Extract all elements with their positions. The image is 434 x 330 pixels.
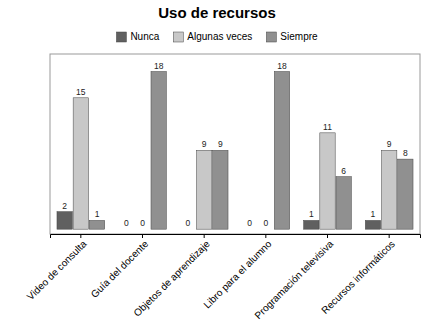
bar — [398, 159, 413, 229]
x-tick-mark — [389, 234, 390, 238]
legend: Nunca Algunas veces Siempre — [116, 31, 318, 42]
data-label: 9 — [218, 139, 223, 149]
bar — [151, 72, 166, 230]
x-tick: Libro para el alumno — [201, 234, 274, 310]
bar — [320, 133, 335, 229]
bar — [381, 150, 396, 229]
x-tick-mark — [142, 234, 143, 238]
x-tick-mark — [204, 234, 205, 238]
plot: 2000111509011911891868Video de consultaG… — [25, 54, 421, 321]
data-label: 0 — [140, 218, 145, 228]
legend-swatch — [266, 32, 276, 42]
x-tick-label: Guía del docente — [89, 238, 151, 300]
x-tick-mark — [80, 234, 81, 238]
bar — [196, 150, 211, 229]
data-label: 18 — [154, 61, 164, 71]
bar — [274, 72, 289, 230]
x-tick: Objetos de aprendizaje — [131, 234, 212, 319]
data-label: 18 — [277, 61, 287, 71]
x-axis-line — [51, 235, 421, 239]
x-tick-mark — [327, 234, 328, 238]
x-tick-label: Objetos de aprendizaje — [131, 238, 212, 319]
data-label: 1 — [95, 209, 100, 219]
legend-label: Algunas veces — [187, 31, 252, 42]
data-label: 0 — [263, 218, 268, 228]
x-tick-label: Libro para el alumno — [201, 238, 274, 311]
bar — [89, 220, 104, 229]
bar — [180, 229, 195, 230]
x-tick: Video de consulta — [25, 234, 89, 302]
x-axis: Video de consultaGuía del docenteObjetos… — [25, 234, 421, 321]
legend-item: Algunas veces — [173, 31, 252, 42]
bars — [57, 72, 413, 230]
bar — [258, 229, 273, 230]
bar — [73, 98, 88, 229]
legend-item: Nunca — [116, 31, 159, 42]
data-labels: 2000111509011911891868 — [62, 61, 408, 229]
x-tick-label: Recursos informáticos — [319, 238, 397, 316]
bar — [304, 220, 319, 229]
title: Uso de recursos — [158, 4, 276, 21]
bar — [57, 212, 72, 230]
data-label: 0 — [247, 218, 252, 228]
data-label: 15 — [76, 87, 86, 97]
data-label: 6 — [341, 166, 346, 176]
data-label: 9 — [202, 139, 207, 149]
bar-series — [89, 72, 413, 230]
x-tick: Recursos informáticos — [319, 234, 397, 316]
data-label: 9 — [387, 139, 392, 149]
data-label: 0 — [186, 218, 191, 228]
legend-swatch — [116, 32, 126, 42]
x-tick-label: Video de consulta — [25, 238, 89, 302]
x-tick: Guía del docente — [89, 234, 151, 300]
x-tick-mark — [265, 234, 266, 238]
data-label: 11 — [323, 122, 332, 132]
data-label: 1 — [309, 209, 314, 219]
legend-label: Siempre — [280, 31, 318, 42]
legend-label: Nunca — [130, 31, 159, 42]
bar — [135, 229, 150, 230]
legend-swatch — [173, 32, 183, 42]
bar — [365, 220, 380, 229]
data-label: 0 — [124, 218, 129, 228]
chart: Uso de recursos2000111509011911891868Vid… — [0, 0, 434, 330]
bar — [119, 229, 134, 230]
legend-item: Siempre — [266, 31, 318, 42]
plot-frame — [50, 54, 420, 234]
data-label: 8 — [403, 148, 408, 158]
data-label: 1 — [371, 209, 376, 219]
data-label: 2 — [62, 201, 67, 211]
bar — [213, 150, 228, 229]
bar — [242, 229, 257, 230]
bar — [336, 177, 351, 230]
bar-series — [73, 98, 397, 229]
